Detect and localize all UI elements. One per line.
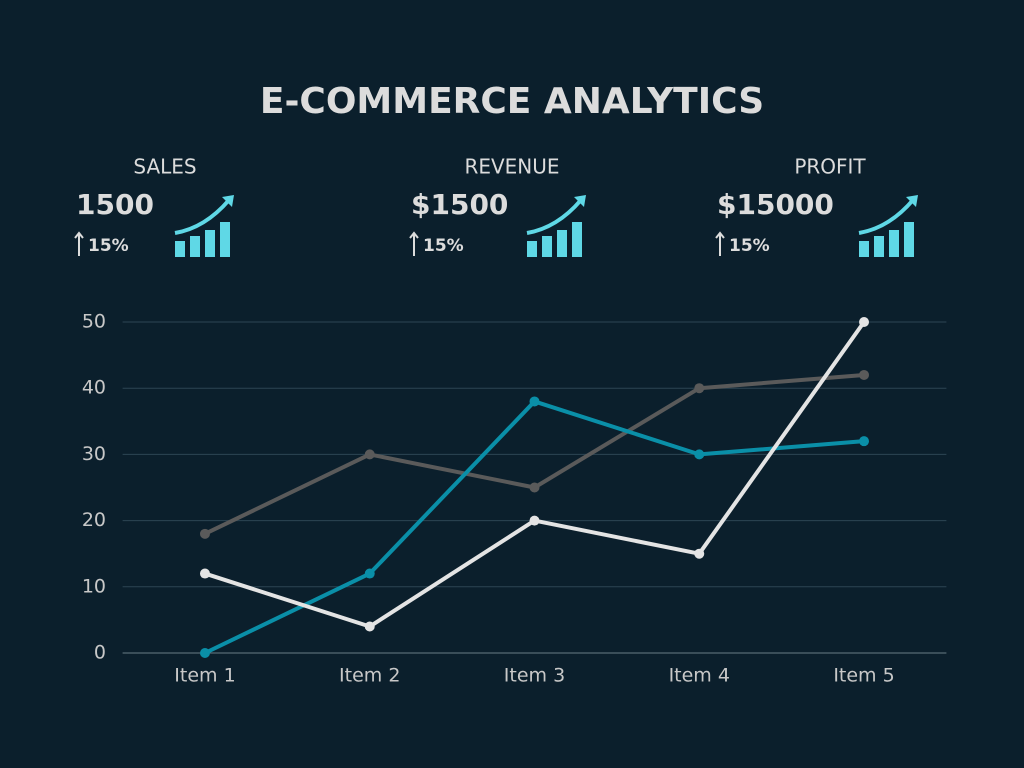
data-point [529, 515, 540, 526]
x-tick-label: Item 5 [833, 665, 894, 687]
icon-arrowhead [222, 195, 234, 207]
icon-bar [190, 236, 200, 257]
y-tick-label: 10 [82, 575, 106, 597]
icon-bar [904, 222, 914, 257]
kpi-label: PROFIT [794, 155, 866, 179]
y-tick-label: 30 [82, 443, 106, 465]
title: E-COMMERCE ANALYTICS [260, 81, 764, 122]
kpi-change: 15% [423, 236, 464, 256]
icon-bar [220, 222, 230, 257]
up-arrow-icon [74, 231, 84, 256]
data-point [859, 317, 870, 327]
x-tick-label: Item 3 [504, 665, 565, 687]
kpi-change: 15% [88, 236, 129, 256]
y-tick-label: 50 [82, 311, 106, 333]
icon-bar [205, 230, 215, 257]
icon-bar [527, 241, 537, 257]
data-point [529, 396, 540, 407]
x-tick-label: Item 1 [174, 665, 235, 687]
icon-trend [174, 198, 231, 235]
data-point [529, 482, 540, 493]
x-tick-label: Item 2 [339, 665, 400, 687]
up-arrow-icon [409, 231, 419, 256]
data-point [364, 621, 375, 632]
icon-arrowhead [574, 195, 586, 207]
icon-bar [889, 230, 899, 257]
icon-bar [859, 241, 869, 257]
kpi-label: SALES [133, 155, 196, 179]
icon-trend [526, 198, 583, 235]
icon-arrowhead [906, 195, 918, 207]
data-point [364, 449, 375, 460]
y-tick-label: 0 [94, 642, 106, 664]
data-point [364, 568, 375, 579]
y-tick-label: 20 [82, 509, 106, 531]
kpi-change: 15% [729, 236, 770, 256]
icon-bar [572, 222, 582, 257]
data-point [859, 436, 870, 447]
kpi-value: 1500 [76, 188, 154, 221]
kpi-value: $15000 [717, 188, 834, 221]
data-point [859, 369, 870, 380]
icon-bar [542, 236, 552, 257]
y-tick-label: 40 [82, 377, 106, 399]
icon-bar [175, 241, 185, 257]
data-point [694, 449, 705, 460]
x-tick-label: Item 4 [669, 665, 730, 687]
up-arrow-icon [715, 231, 725, 256]
data-point [199, 528, 210, 539]
icon-bar [557, 230, 567, 257]
icon-trend [858, 198, 915, 235]
data-point [199, 568, 210, 579]
data-point [694, 548, 705, 559]
data-point [199, 648, 210, 658]
data-point [694, 383, 705, 394]
kpi-value: $1500 [411, 188, 508, 221]
icon-bar [874, 236, 884, 257]
kpi-label: REVENUE [464, 155, 559, 179]
